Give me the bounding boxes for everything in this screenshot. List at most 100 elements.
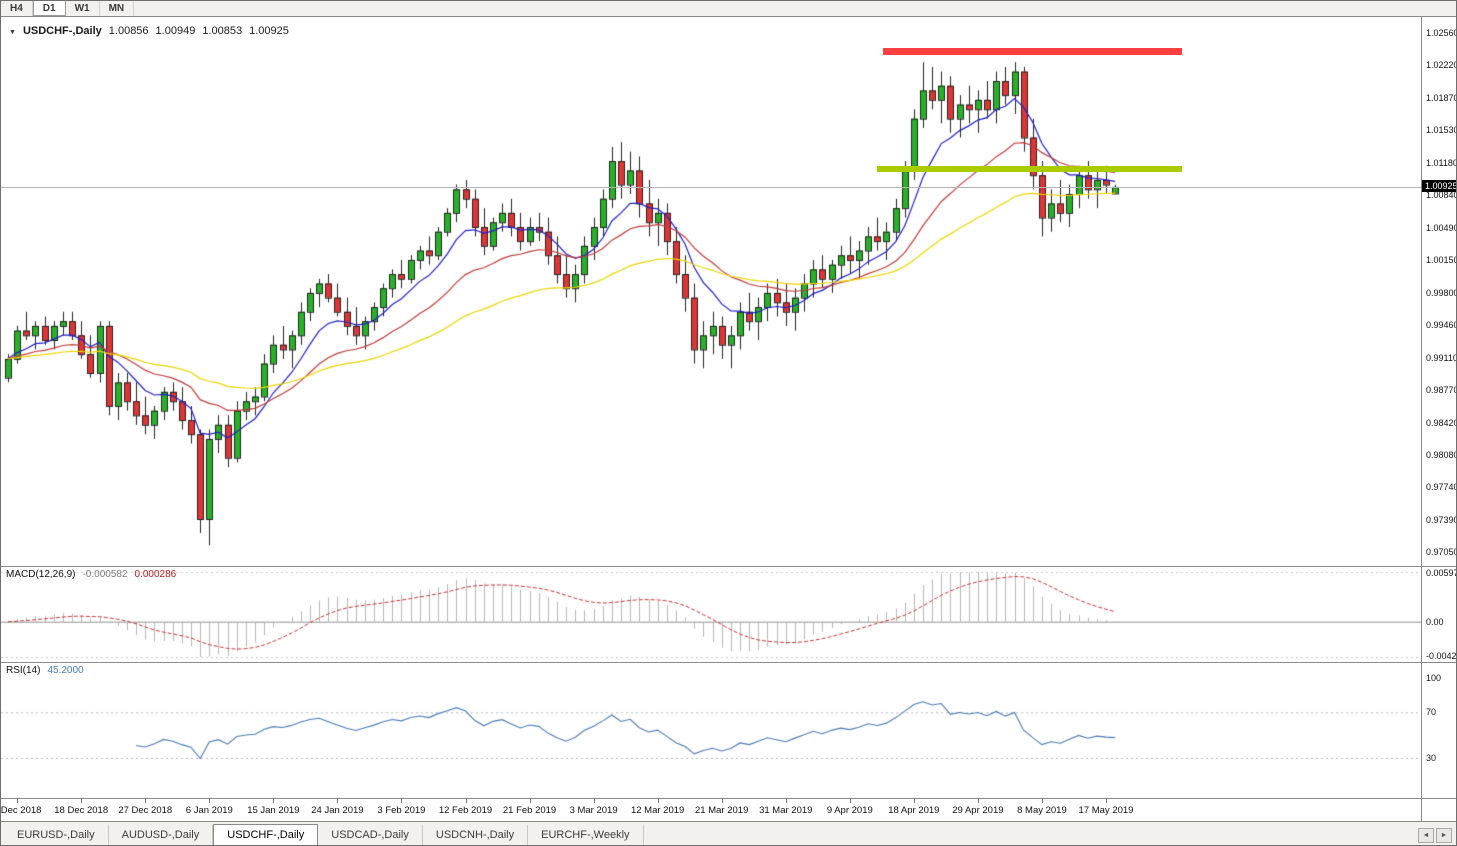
rsi-label: RSI(14) 45.2000	[6, 665, 84, 676]
price-scale-column[interactable]: 1.02560 1.02220 1.01870 1.01530 1.01180 1.008…	[1421, 1, 1457, 845]
price-axis-label: 1.00490	[1426, 222, 1457, 233]
date-label: 29 Apr 2019	[952, 805, 1004, 816]
chart-title: USDCHF-,Daily 1.00856 1.00949 1.00853 1.…	[9, 25, 289, 37]
date-label: 21 Mar 2019	[695, 805, 749, 816]
date-label: 21 Feb 2019	[502, 805, 557, 816]
price-axis-label: 0.97740	[1426, 481, 1457, 492]
time-axis-tick	[465, 799, 467, 803]
price-axis-label: 1.01870	[1426, 92, 1457, 103]
date-label: 27 Dec 2018	[118, 805, 173, 816]
timeframe-button-mn[interactable]: MN	[100, 1, 135, 16]
price-axis-label: 0.97050	[1426, 546, 1457, 557]
chart-tab-bar: EURUSD-,Daily AUDUSD-,Daily USDCHF-,Daily U…	[1, 821, 1456, 845]
timeframe-button-d1[interactable]: D1	[32, 1, 66, 16]
tab-usdcnh-daily[interactable]: USDCNH-,Daily	[423, 825, 529, 845]
price-axis-label: 0.98770	[1426, 384, 1457, 395]
main-price-scale[interactable]: 1.02560 1.02220 1.01870 1.01530 1.01180 1.008…	[1422, 18, 1457, 566]
time-axis-tick	[81, 799, 83, 803]
macd-axis-label: -0.00424	[1426, 651, 1457, 661]
support-line[interactable]	[876, 165, 1182, 172]
tab-usdcad-daily[interactable]: USDCAD-,Daily	[318, 825, 423, 845]
macd-axis-label: 0.00	[1426, 616, 1444, 627]
chart-menu-icon[interactable]	[9, 25, 16, 37]
time-axis-tick	[593, 799, 595, 803]
current-price-line	[1, 187, 1421, 188]
time-axis-tick	[145, 799, 147, 803]
scroll-right-button[interactable]	[1436, 828, 1452, 843]
macd-label: MACD(12,26,9) -0.000582 0.000286	[6, 569, 176, 580]
price-axis-label: 1.00150	[1426, 254, 1457, 265]
macd-canvas[interactable]	[1, 567, 1421, 662]
tab-eurchf-weekly[interactable]: EURCHF-,Weekly	[528, 825, 644, 845]
time-axis-tick	[721, 799, 723, 803]
rsi-axis-label: 100	[1426, 673, 1442, 683]
date-label: 12 Feb 2019	[438, 805, 493, 816]
price-axis-label: 0.99110	[1426, 352, 1457, 363]
price-axis-label: 1.01530	[1426, 124, 1457, 135]
date-label: 9 Apr 2019	[826, 805, 873, 816]
panel-separator[interactable]	[1, 798, 1456, 799]
price-axis-label: 1.01180	[1426, 157, 1457, 168]
time-axis-tick	[913, 799, 915, 803]
symbol-name: USDCHF-,Daily	[22, 25, 102, 37]
rsi-axis-label: 70	[1426, 707, 1437, 718]
rsi-axis-label: 30	[1426, 753, 1437, 763]
time-axis-tick	[17, 799, 19, 803]
price-axis-label: 1.02220	[1426, 60, 1457, 70]
time-axis-tick	[849, 799, 851, 803]
price-axis-label: 1.02560	[1426, 27, 1457, 38]
date-label: 18 Apr 2019	[888, 805, 940, 816]
ohlc-close: 1.00925	[249, 25, 289, 37]
ohlc-low: 1.00853	[202, 25, 243, 37]
rsi-canvas[interactable]	[1, 663, 1421, 798]
rsi-name: RSI(14)	[6, 665, 41, 676]
panel-separator[interactable]	[1, 662, 1456, 663]
tab-scroll-controls	[1418, 828, 1452, 843]
main-chart-panel[interactable]: USDCHF-,Daily 1.00856 1.00949 1.00853 1.…	[1, 18, 1421, 566]
price-axis-label: 0.98080	[1426, 449, 1457, 460]
date-label: 15 Jan 2019	[247, 805, 300, 816]
price-axis-label: 0.99460	[1426, 319, 1457, 330]
time-axis-tick	[401, 799, 403, 803]
timeframe-button-w1[interactable]: W1	[66, 1, 100, 16]
time-axis-tick	[977, 799, 979, 803]
price-axis-label: 1.00840	[1426, 189, 1457, 200]
price-axis-label: 0.97390	[1426, 514, 1457, 525]
time-axis-tick	[337, 799, 339, 803]
date-label: 3 Mar 2019	[569, 805, 618, 816]
macd-panel[interactable]: MACD(12,26,9) -0.000582 0.000286	[1, 567, 1421, 662]
current-price-tag: 1.00925	[1422, 179, 1456, 192]
rsi-scale[interactable]: 100 70 30	[1422, 663, 1456, 798]
date-label: 8 May 2019	[1017, 805, 1067, 816]
time-axis-tick	[529, 799, 531, 803]
rsi-value: 45.2000	[47, 665, 84, 676]
macd-name: MACD(12,26,9)	[6, 569, 76, 580]
timeframe-toolbar: H4 D1 W1 MN	[1, 1, 1456, 17]
macd-signal-value: 0.000286	[134, 569, 177, 580]
time-axis-tick	[1106, 799, 1107, 803]
ohlc-high: 1.00949	[155, 25, 196, 37]
main-chart-canvas[interactable]	[1, 18, 1421, 566]
scroll-left-button[interactable]	[1418, 828, 1434, 843]
tab-eurusd-daily[interactable]: EURUSD-,Daily	[4, 825, 109, 845]
time-axis[interactable]: 9 Dec 2018 18 Dec 2018 27 Dec 2018 6 Jan 20…	[1, 799, 1421, 821]
ohlc-open: 1.00856	[108, 25, 149, 37]
time-axis-tick	[657, 799, 659, 803]
date-label: 6 Jan 2019	[185, 805, 233, 816]
timeframe-button-h4[interactable]: H4	[1, 1, 33, 16]
panel-separator[interactable]	[1, 566, 1456, 567]
time-axis-tick	[785, 799, 787, 803]
time-axis-tick	[1041, 799, 1043, 803]
tab-usdchf-daily[interactable]: USDCHF-,Daily	[213, 824, 319, 845]
date-label: 17 May 2019	[1078, 805, 1134, 816]
date-label: 3 Feb 2019	[377, 805, 426, 816]
price-axis-label: 0.98420	[1426, 417, 1457, 428]
date-label: 24 Jan 2019	[311, 805, 364, 816]
macd-scale[interactable]: 0.00597 0.00 -0.00424	[1422, 567, 1457, 662]
resistance-line[interactable]	[883, 48, 1182, 56]
tab-audusd-daily[interactable]: AUDUSD-,Daily	[109, 825, 214, 845]
price-axis-label: 0.99800	[1426, 287, 1457, 298]
time-axis-tick	[273, 799, 275, 803]
rsi-panel[interactable]: RSI(14) 45.2000	[1, 663, 1421, 798]
